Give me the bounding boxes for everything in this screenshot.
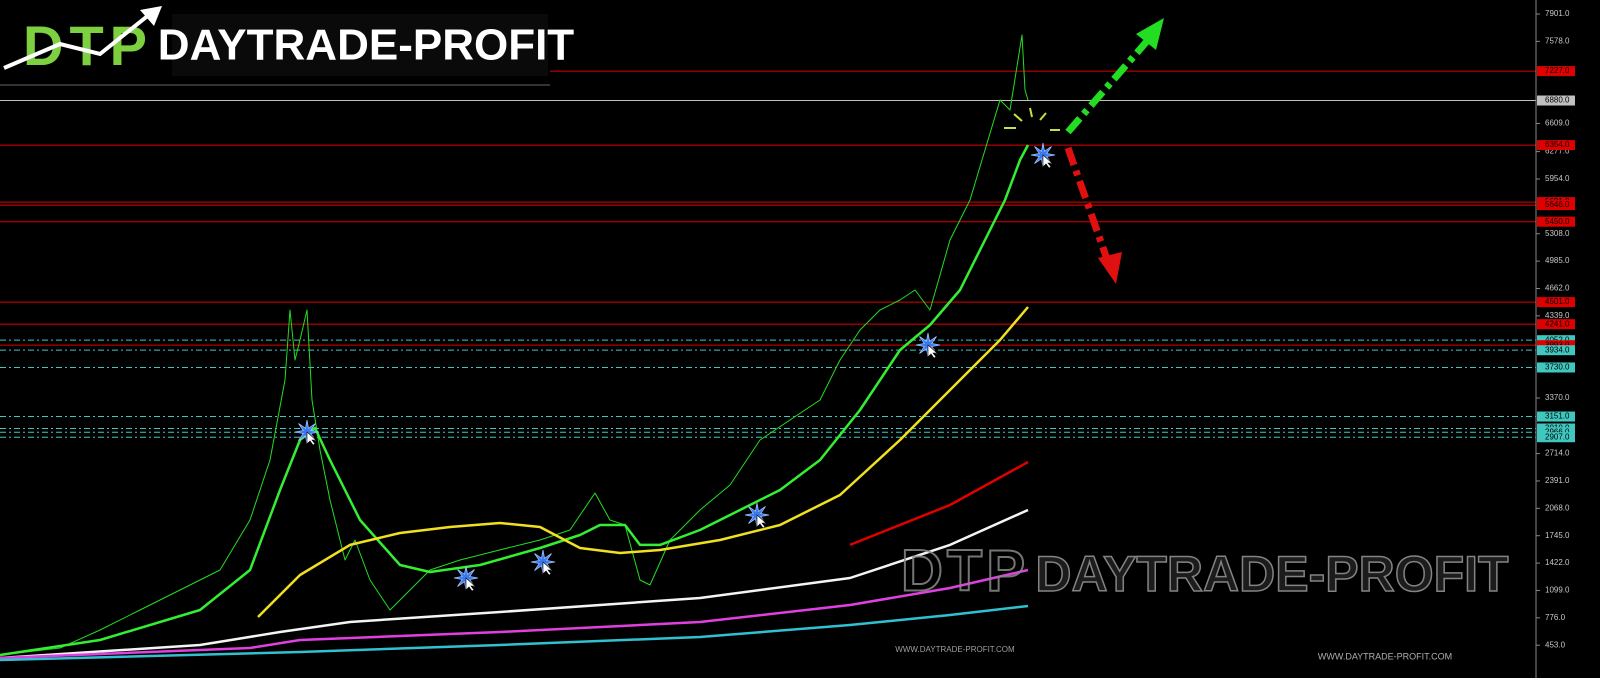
level-label: 3730.0: [1545, 363, 1570, 372]
burst: [1004, 107, 1060, 131]
level-label-box: [1537, 362, 1575, 373]
y-tick-label: 7578.0: [1545, 36, 1570, 45]
level-label-box: [1537, 411, 1575, 422]
level-label-box: [1537, 432, 1575, 443]
series-line: [0, 34, 1029, 656]
y-tick-label: 2391.0: [1545, 476, 1570, 485]
series-line: [257, 306, 1029, 618]
cursor: [306, 431, 317, 446]
watermark: DTP DAYTRADE-PROFIT WWW.DAYTRADE-PROFIT.…: [895, 537, 1509, 661]
level-label: 6880.0: [1545, 96, 1570, 105]
markers: [294, 142, 1056, 592]
levels: [0, 70, 1536, 438]
cursor: [1042, 154, 1053, 169]
series-line: [849, 460, 1029, 547]
series-line: [0, 568, 1029, 660]
level-label: 7227.0: [1545, 66, 1570, 75]
level-label-box: [1537, 297, 1575, 308]
cursor: [927, 344, 938, 359]
y-tick-label: 453.0: [1545, 640, 1566, 649]
level-label: 5646.0: [1545, 200, 1570, 209]
series-line: [0, 144, 1030, 657]
up-arrow: [1065, 37, 1151, 135]
y-tick-label: 6609.0: [1545, 119, 1570, 128]
y-tick-label: 4662.0: [1545, 284, 1570, 293]
level-label: 4241.0: [1545, 319, 1570, 328]
level-label: 3934.0: [1545, 345, 1570, 354]
level-label-box: [1537, 140, 1575, 151]
level-label: 3151.0: [1545, 412, 1570, 421]
y-tick-label: 1745.0: [1545, 531, 1570, 540]
logo-arrow: [3, 12, 152, 70]
series-line: [0, 508, 1029, 660]
watermark-mark: DTP: [901, 538, 1029, 603]
down-arrow-head: [1098, 252, 1122, 284]
level-label: 5450.0: [1545, 217, 1570, 226]
cursor: [542, 561, 553, 576]
y-tick-label: 1099.0: [1545, 586, 1570, 595]
arrows: [1004, 18, 1164, 284]
level-label: 3993.0: [1545, 340, 1570, 349]
y-tick-label: 3370.0: [1545, 393, 1570, 402]
level-label-box: [1537, 216, 1575, 227]
y-tick-label: 4339.0: [1545, 311, 1570, 320]
y-tick-label: 1422.0: [1545, 558, 1570, 567]
logo-name: DAYTRADE-PROFIT: [158, 21, 575, 70]
level-label-box: [1537, 319, 1575, 330]
y-tick-label: 6277.0: [1545, 147, 1570, 156]
logo-name-box: [172, 14, 548, 76]
series-lines: [0, 34, 1030, 662]
level-label-box: [1537, 95, 1575, 106]
y-tick-label: 5954.0: [1545, 174, 1570, 183]
up-arrow-head: [1136, 18, 1164, 50]
level-label: 2966.0: [1545, 427, 1570, 436]
series-line: [0, 604, 1029, 662]
cursor: [756, 514, 767, 529]
watermark-url: WWW.DAYTRADE-PROFIT.COM: [895, 645, 1015, 654]
level-label: 4501.0: [1545, 297, 1570, 306]
y-tick-label: 4985.0: [1545, 256, 1570, 265]
level-label-box: [1537, 66, 1575, 77]
y-tick-label: 2714.0: [1545, 449, 1570, 458]
watermark-url: WWW.DAYTRADE-PROFIT.COM: [1318, 651, 1452, 661]
level-label-box: [1537, 345, 1575, 356]
down-arrow: [1064, 146, 1112, 264]
level-label: 2907.0: [1545, 432, 1570, 441]
cursor: [465, 577, 476, 592]
y-tick-label: 776.0: [1545, 613, 1566, 622]
logo-mark: DTP: [23, 14, 153, 77]
y-axis: 7901.0 7578.0 6609.0 6277.0 5954.0 5308.0 4985…: [1535, 0, 1575, 678]
logo: DTP DAYTRADE-PROFIT: [0, 0, 575, 86]
level-label-box: [1537, 427, 1575, 438]
logo-arrow-head: [140, 6, 162, 26]
level-label-box: [1537, 200, 1575, 211]
level-label: 6354.0: [1545, 140, 1570, 149]
y-tick-label: 2068.0: [1545, 503, 1570, 512]
level-label-box: [1537, 335, 1575, 346]
y-tick-label: 5308.0: [1545, 229, 1570, 238]
y-tick-label: 7901.0: [1545, 9, 1570, 18]
level-label-box: [1537, 340, 1575, 351]
level-label: 4052.0: [1545, 335, 1570, 344]
watermark-name: DAYTRADE-PROFIT: [1035, 546, 1508, 602]
